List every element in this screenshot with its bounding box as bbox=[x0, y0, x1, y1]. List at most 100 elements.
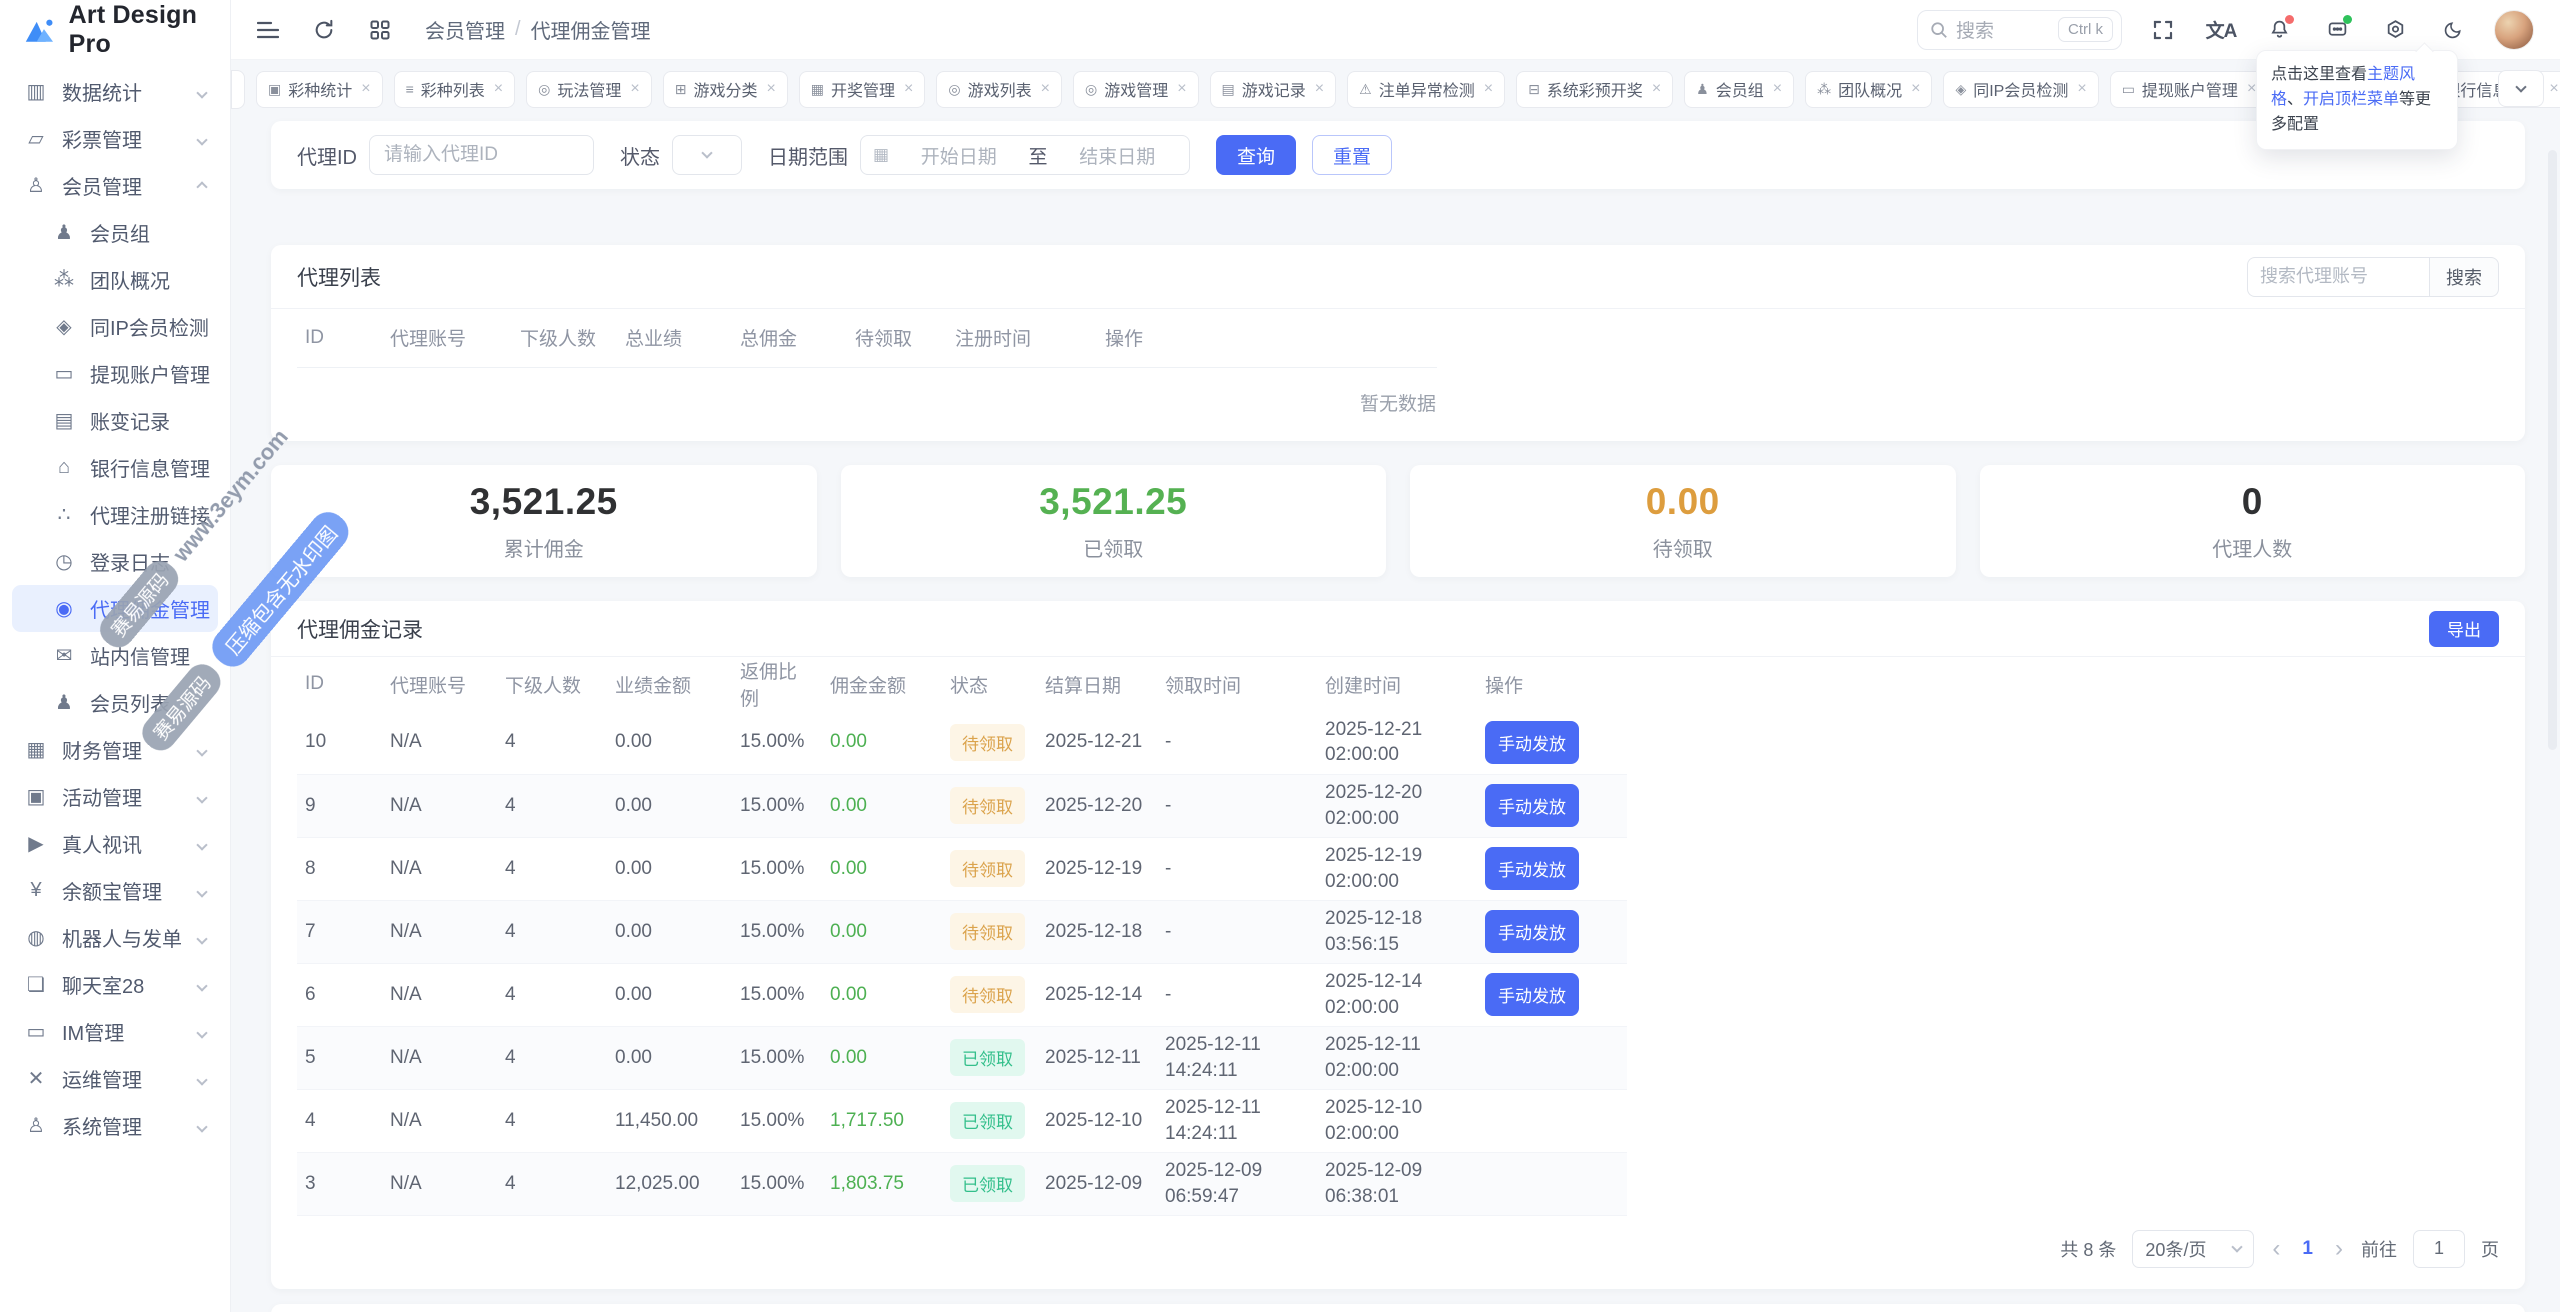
tab-close-icon[interactable]: × bbox=[1772, 80, 1783, 97]
tab-close-icon[interactable]: × bbox=[1651, 80, 1662, 97]
query-button[interactable]: 查询 bbox=[1216, 135, 1297, 175]
messages-icon[interactable] bbox=[2320, 13, 2354, 47]
translate-icon[interactable]: 文A bbox=[2205, 21, 2238, 42]
tab-彩种列表[interactable]: ≡ 彩种列表 × bbox=[393, 70, 516, 108]
tab-close-icon[interactable]: × bbox=[1177, 80, 1187, 97]
export-button[interactable]: 导出 bbox=[2429, 610, 2499, 647]
agent-search-input[interactable] bbox=[2247, 256, 2429, 297]
tab-close-icon[interactable]: × bbox=[766, 80, 776, 97]
record-row-6: 6 N/A 4 0.00 15.00% 0.00 待领取 2025-12-14- 2025-12… bbox=[297, 963, 1627, 1026]
tabs-collapse-button[interactable] bbox=[2498, 70, 2544, 107]
tooltip-link-topmenu[interactable]: 开启顶栏菜单 bbox=[2303, 90, 2400, 108]
tab-close-icon[interactable]: × bbox=[2077, 80, 2087, 97]
manual-payout-button[interactable]: 手动发放 bbox=[1485, 910, 1579, 953]
tooltip-link-theme[interactable]: 主题风格 bbox=[2271, 66, 2416, 108]
breadcrumb-parent[interactable]: 会员管理 bbox=[425, 21, 505, 43]
current-page[interactable]: 1 bbox=[2302, 1237, 2313, 1259]
sidebar-item-真人视讯[interactable]: ▶ 真人视讯 bbox=[12, 820, 218, 867]
notifications-bell-icon[interactable] bbox=[2262, 13, 2296, 47]
sidebar-item-提现账户管理[interactable]: ▭ 提现账户管理 bbox=[12, 350, 218, 397]
column-header-操作: 操作 bbox=[1105, 329, 1144, 351]
tab-同IP会员检测[interactable]: ◈ 同IP会员检测 × bbox=[1943, 70, 2099, 108]
tab-玩法管理[interactable]: ◎ 玩法管理 × bbox=[526, 70, 652, 108]
cell-commission: 0.00 bbox=[830, 983, 867, 1005]
sidebar-item-会员列表[interactable]: ♟ 会员列表 bbox=[12, 679, 218, 726]
cell-created: 2025-12-18 03:56:15 bbox=[1325, 907, 1423, 955]
manual-payout-button[interactable]: 手动发放 bbox=[1485, 847, 1579, 890]
status-badge: 待领取 bbox=[950, 850, 1025, 887]
end-date-placeholder[interactable]: 结束日期 bbox=[1079, 146, 1156, 168]
sidebar-item-IM管理[interactable]: ▭ IM管理 bbox=[12, 1008, 218, 1055]
tab-会员组[interactable]: ♟ 会员组 × bbox=[1684, 70, 1795, 108]
tab-彩种统计[interactable]: ▣ 彩种统计 × bbox=[256, 70, 383, 108]
sidebar-item-label: 余额宝管理 bbox=[62, 882, 162, 904]
tab-注单异常检测[interactable]: ⚠ 注单异常检测 × bbox=[1347, 70, 1506, 108]
sidebar-item-机器人与发单[interactable]: ◍ 机器人与发单 bbox=[12, 914, 218, 961]
settings-icon[interactable] bbox=[2378, 13, 2412, 47]
top-bar: 会员管理 / 代理佣金管理 搜索 Ctrl k 文A bbox=[231, 0, 2560, 60]
status-select[interactable] bbox=[672, 135, 742, 175]
tab-提现账户管理[interactable]: ▭ 提现账户管理 × bbox=[2109, 70, 2269, 108]
date-range-picker[interactable]: ▦ 开始日期 至 结束日期 bbox=[860, 135, 1190, 175]
sidebar-item-活动管理[interactable]: ▣ 活动管理 bbox=[12, 773, 218, 820]
prev-page-button[interactable]: ‹ bbox=[2272, 1234, 2281, 1262]
tab-close-icon[interactable]: × bbox=[361, 80, 371, 97]
sidebar-item-聊天室28[interactable]: ❏ 聊天室28 bbox=[12, 961, 218, 1008]
goto-page-input[interactable] bbox=[2413, 1229, 2465, 1268]
sidebar-item-团队概况[interactable]: ⁂ 团队概况 bbox=[12, 256, 218, 303]
tab-close-icon[interactable]: × bbox=[2246, 80, 2257, 97]
manual-payout-button[interactable]: 手动发放 bbox=[1485, 784, 1579, 827]
page-scrollbar-thumb[interactable] bbox=[2548, 150, 2557, 750]
sidebar-item-数据统计[interactable]: ▥ 数据统计 bbox=[12, 68, 218, 115]
agent-id-input[interactable] bbox=[369, 135, 594, 175]
reset-button[interactable]: 重置 bbox=[1312, 135, 1393, 175]
sidebar-item-站内信管理[interactable]: ✉ 站内信管理 bbox=[12, 632, 218, 679]
start-date-placeholder[interactable]: 开始日期 bbox=[920, 146, 997, 168]
sidebar-item-代理注册链接[interactable]: ∴ 代理注册链接 bbox=[12, 491, 218, 538]
sidebar-item-会员管理[interactable]: ♙ 会员管理 bbox=[12, 162, 218, 209]
manual-payout-button[interactable]: 手动发放 bbox=[1485, 720, 1579, 764]
global-search-input[interactable]: 搜索 Ctrl k bbox=[1917, 9, 2122, 50]
agent-search-button[interactable]: 搜索 bbox=[2429, 256, 2499, 297]
sidebar-item-运维管理[interactable]: ✕ 运维管理 bbox=[12, 1055, 218, 1102]
sidebar-item-财务管理[interactable]: ▦ 财务管理 bbox=[12, 726, 218, 773]
tab-icon: ⁂ bbox=[1817, 80, 1832, 97]
cell-account: N/A bbox=[390, 1046, 422, 1068]
tab-close-icon[interactable]: × bbox=[2549, 80, 2559, 97]
tab-close-icon[interactable]: × bbox=[1314, 80, 1325, 97]
sidebar-item-余额宝管理[interactable]: ¥ 余额宝管理 bbox=[12, 867, 218, 914]
tab-close-icon[interactable]: × bbox=[904, 80, 914, 97]
tab-close-icon[interactable]: × bbox=[1483, 80, 1494, 97]
fullscreen-icon[interactable] bbox=[2146, 13, 2180, 47]
app-logo[interactable]: Art Design Pro bbox=[0, 0, 230, 60]
next-page-button[interactable]: › bbox=[2335, 1234, 2343, 1262]
sidebar-item-系统管理[interactable]: ♙ 系统管理 bbox=[12, 1102, 218, 1149]
sidebar-item-登录日志[interactable]: ◷ 登录日志 bbox=[12, 538, 218, 585]
user-avatar[interactable] bbox=[2494, 9, 2534, 50]
manual-payout-button[interactable]: 手动发放 bbox=[1485, 973, 1579, 1016]
tab-游戏管理[interactable]: ◎ 游戏管理 × bbox=[1072, 70, 1199, 108]
sidebar-item-银行信息管理[interactable]: ⌂ 银行信息管理 bbox=[12, 444, 218, 491]
tab-团队概况[interactable]: ⁂ 团队概况 × bbox=[1805, 70, 1933, 108]
menu-toggle-icon[interactable] bbox=[251, 13, 285, 47]
tab-系统彩预开奖[interactable]: ⊟ 系统彩预开奖 × bbox=[1516, 70, 1674, 108]
page-size-select[interactable]: 20条/页 bbox=[2132, 1229, 2255, 1268]
cell-subs: 4 bbox=[505, 794, 516, 816]
apps-grid-icon[interactable] bbox=[363, 13, 397, 47]
tab-close-icon[interactable]: × bbox=[630, 80, 640, 97]
tab-close-icon[interactable]: × bbox=[493, 80, 504, 97]
tab-游戏分类[interactable]: ⊞ 游戏分类 × bbox=[662, 70, 788, 108]
refresh-icon[interactable] bbox=[307, 13, 341, 47]
tab-游戏记录[interactable]: ▤ 游戏记录 × bbox=[1209, 70, 1337, 108]
tab-close-icon[interactable]: × bbox=[1911, 80, 1921, 97]
sidebar-item-会员组[interactable]: ♟ 会员组 bbox=[12, 209, 218, 256]
sidebar-item-彩票管理[interactable]: ▱ 彩票管理 bbox=[12, 115, 218, 162]
tab-游戏列表[interactable]: ◎ 游戏列表 × bbox=[936, 70, 1062, 108]
tab-icon: ⊟ bbox=[1528, 80, 1540, 97]
sidebar-item-同IP会员检测[interactable]: ◈ 同IP会员检测 bbox=[12, 303, 218, 350]
tab-开奖管理[interactable]: ▦ 开奖管理 × bbox=[798, 70, 926, 108]
sidebar-item-代理佣金管理[interactable]: ◉ 代理佣金管理 bbox=[12, 585, 218, 632]
tab-close-icon[interactable]: × bbox=[1040, 80, 1050, 97]
sidebar-item-账变记录[interactable]: ▤ 账变记录 bbox=[12, 397, 218, 444]
dark-mode-moon-icon[interactable] bbox=[2436, 13, 2470, 47]
